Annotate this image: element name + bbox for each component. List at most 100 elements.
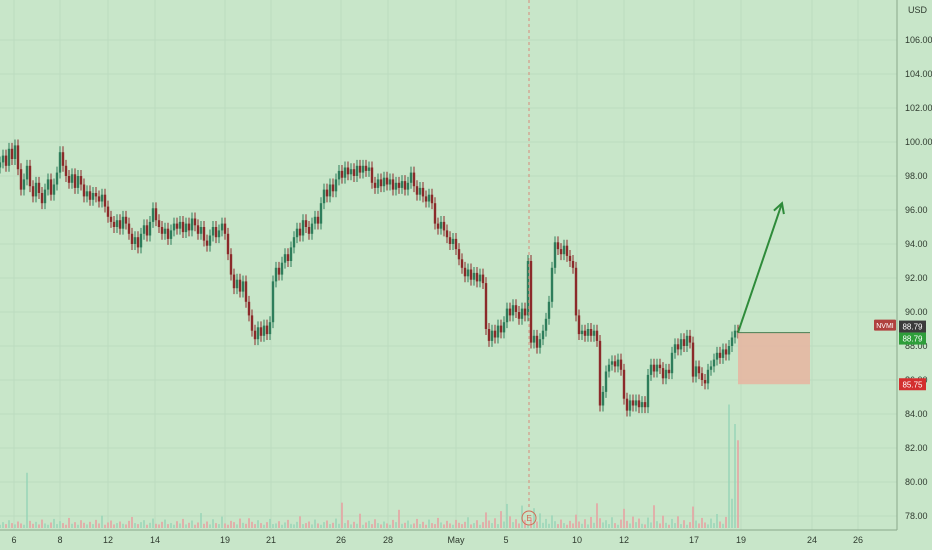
volume-bar (305, 523, 307, 528)
volume-bar (698, 523, 700, 528)
volume-bar (446, 520, 448, 528)
volume-bar (122, 523, 124, 528)
candle-body (241, 281, 245, 292)
candle-body (160, 227, 164, 234)
volume-bar (110, 520, 112, 528)
candle-body (196, 225, 200, 234)
target-price-label[interactable] (899, 332, 926, 345)
risk-box[interactable] (738, 332, 810, 385)
volume-bar (395, 522, 397, 528)
volume-bar (635, 522, 637, 528)
volume-bar (722, 523, 724, 528)
candle-body (574, 267, 578, 316)
volume-bars (0, 404, 739, 528)
volume-bar (467, 517, 469, 528)
candle-body (589, 329, 593, 336)
volume-bar (545, 518, 547, 528)
candle-body (22, 179, 26, 190)
projection-arrow[interactable] (737, 202, 783, 333)
candle-body (229, 254, 233, 275)
candle-body (406, 182, 410, 190)
volume-bar (353, 521, 355, 528)
volume-bar (602, 522, 604, 528)
volume-bar (227, 524, 229, 528)
candle-body (238, 279, 242, 292)
candle-body (508, 308, 512, 316)
volume-bar (32, 523, 34, 528)
candle-body (730, 337, 734, 346)
candle-body (127, 223, 131, 234)
candle-body (463, 267, 467, 277)
symbol-tag[interactable] (874, 319, 896, 331)
volume-bar (38, 524, 40, 528)
candle-body (583, 330, 587, 336)
volume-bar (143, 520, 145, 528)
volume-bar (659, 523, 661, 528)
volume-bar (125, 524, 127, 528)
candle-body (613, 361, 617, 367)
volume-bar (275, 523, 277, 528)
candle-body (202, 227, 206, 241)
last-price-label[interactable] (899, 320, 926, 333)
candle-body (721, 349, 725, 358)
x-tick-label: 26 (336, 535, 346, 545)
volume-bar (266, 522, 268, 528)
candle-body (661, 368, 665, 379)
x-tick-label: 14 (150, 535, 160, 545)
volume-bar (536, 521, 538, 528)
volume-bar (302, 524, 304, 528)
volume-bar (113, 524, 115, 528)
candle-body (166, 228, 170, 239)
candle-body (421, 187, 425, 197)
candle-body (409, 172, 413, 183)
volume-bar (434, 524, 436, 528)
volume-bar (335, 518, 337, 528)
volume-bar (155, 523, 157, 528)
candle-body (319, 203, 323, 224)
volume-bar (308, 521, 310, 528)
candle-body (718, 352, 722, 358)
candle-body (442, 221, 446, 231)
candle-body (70, 174, 74, 183)
volume-bar (152, 518, 154, 528)
x-tick-label: 8 (57, 535, 62, 545)
volume-bar (245, 523, 247, 528)
y-tick-label: 80.00 (905, 477, 928, 487)
volume-bar (485, 512, 487, 528)
candle-body (475, 272, 479, 282)
x-tick-label: May (447, 535, 465, 545)
candle-body (379, 179, 383, 187)
volume-bar (503, 521, 505, 528)
stop-price-label[interactable] (899, 378, 926, 391)
volume-bar (500, 511, 502, 528)
candle-body (328, 184, 332, 197)
candle-body (604, 371, 608, 392)
volume-bar (419, 524, 421, 528)
candle-body (316, 216, 320, 224)
candle-body (268, 322, 272, 335)
candle-body (700, 373, 704, 380)
candle-body (670, 352, 674, 374)
volume-bar (608, 524, 610, 528)
volume-bar (323, 522, 325, 528)
volume-bar (209, 524, 211, 528)
volume-bar (566, 524, 568, 528)
volume-bar (410, 524, 412, 528)
volume-bar (569, 520, 571, 528)
volume-bar (341, 502, 343, 528)
x-tick-label: 19 (736, 535, 746, 545)
earnings-marker[interactable] (521, 510, 537, 526)
volume-bar (5, 524, 7, 528)
volume-bar (464, 521, 466, 528)
candle-body (451, 238, 455, 244)
candle-body (289, 247, 293, 261)
candle-body (58, 152, 62, 173)
volume-bar (689, 522, 691, 528)
volume-bar (719, 521, 721, 528)
candle-body (13, 145, 17, 159)
candle-body (148, 221, 152, 236)
volume-bar (350, 524, 352, 528)
volume-bar (272, 524, 274, 528)
volume-bar (14, 524, 16, 528)
